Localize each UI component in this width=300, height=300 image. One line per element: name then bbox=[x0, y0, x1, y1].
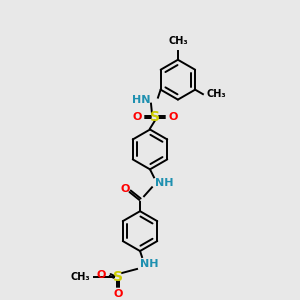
Text: NH: NH bbox=[140, 259, 158, 269]
Text: O: O bbox=[113, 289, 123, 299]
Text: CH₃: CH₃ bbox=[207, 89, 226, 99]
Text: O: O bbox=[120, 184, 130, 194]
Text: O: O bbox=[168, 112, 178, 122]
Text: O: O bbox=[97, 270, 106, 280]
Text: S: S bbox=[113, 270, 123, 284]
Text: CH₃: CH₃ bbox=[70, 272, 90, 282]
Text: HN: HN bbox=[133, 94, 151, 105]
Text: S: S bbox=[150, 110, 160, 124]
Text: O: O bbox=[132, 112, 142, 122]
Text: CH₃: CH₃ bbox=[168, 36, 188, 46]
Text: NH: NH bbox=[155, 178, 173, 188]
